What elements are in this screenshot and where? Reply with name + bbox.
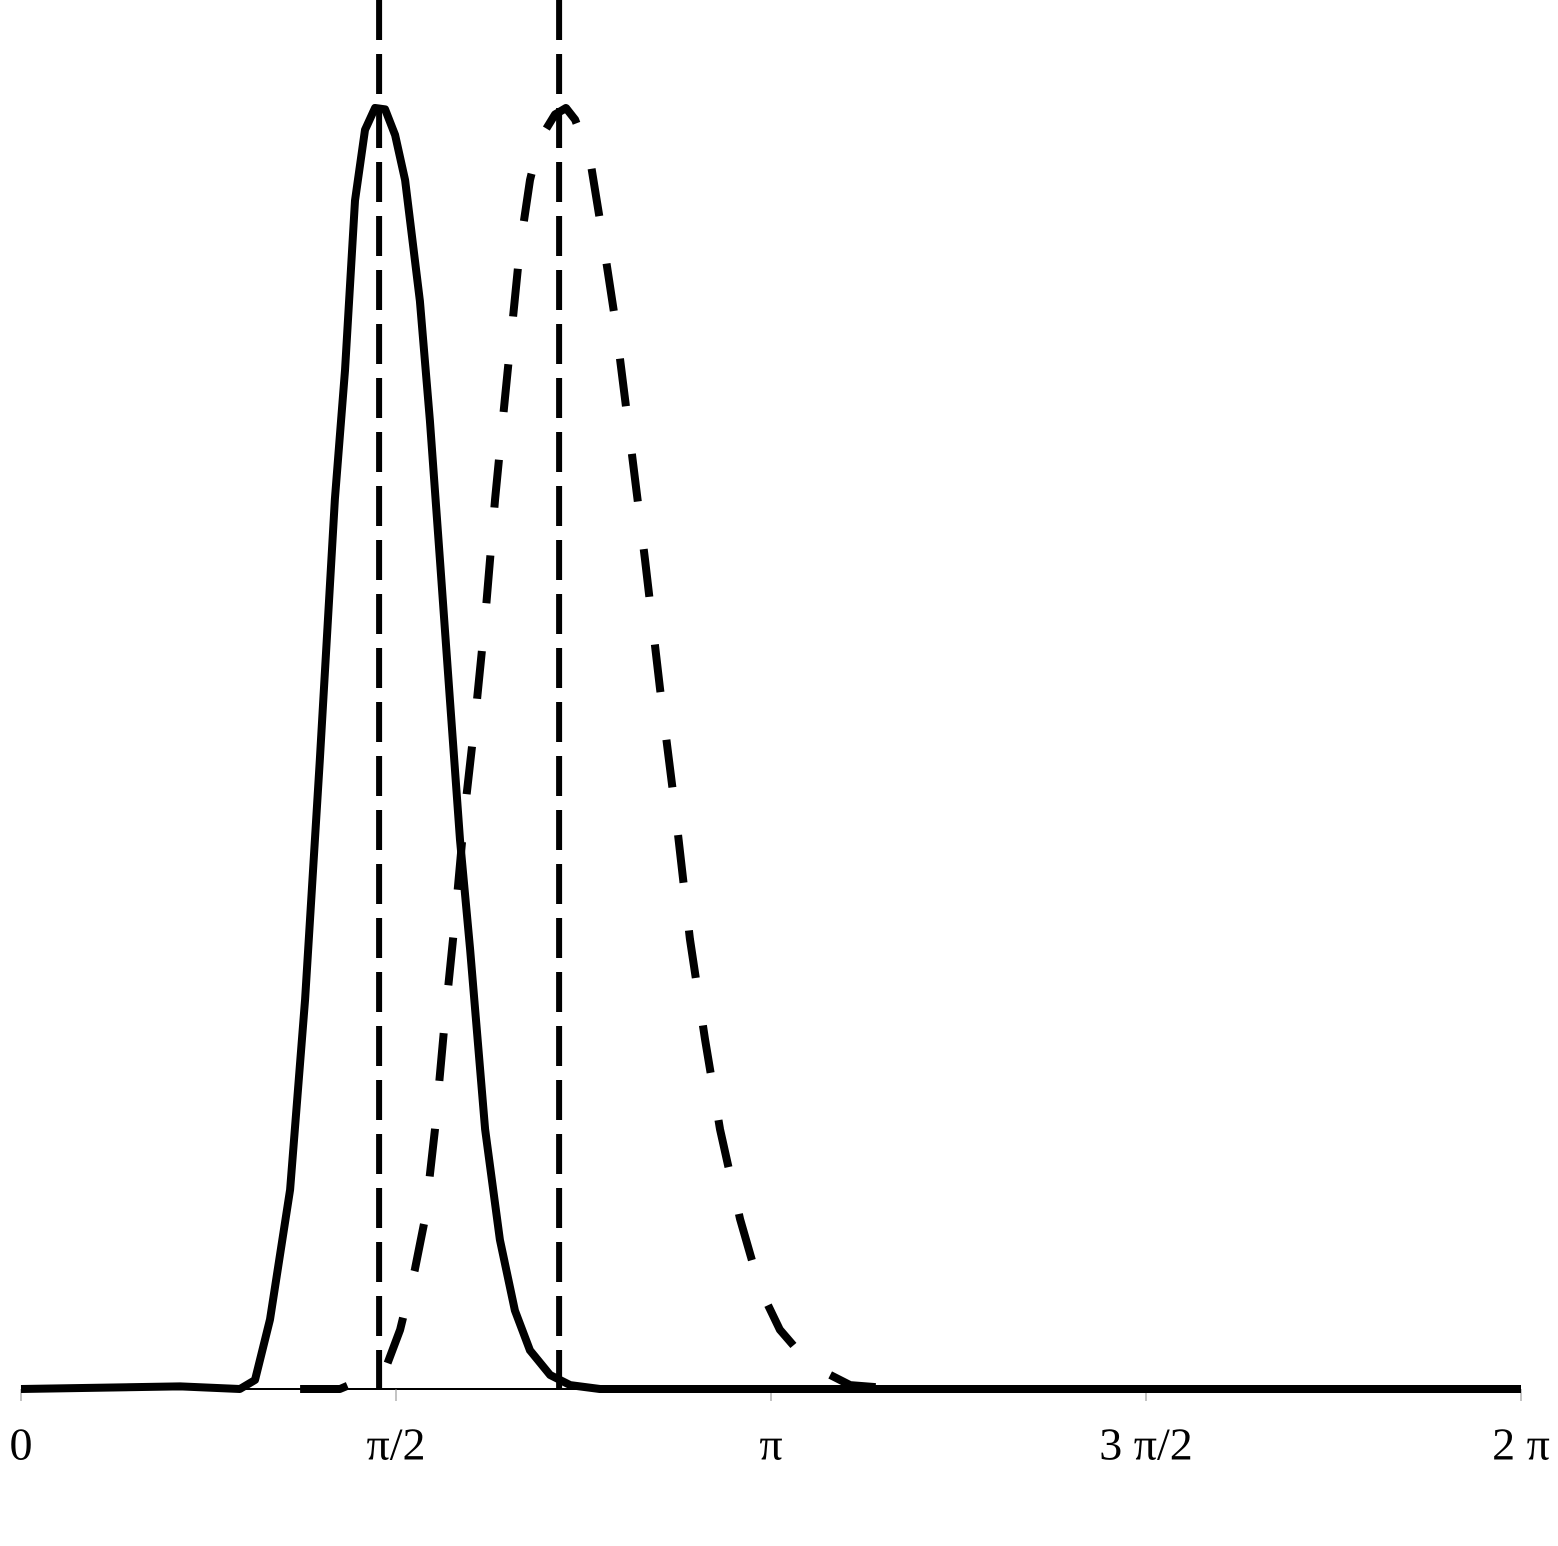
x-tick-label: 2 π [1492,1419,1550,1470]
series-line [300,104,1521,1393]
x-tick-label: π/2 [366,1419,425,1470]
x-tick-label: 3 π/2 [1099,1419,1193,1470]
x-tick-label: π [759,1419,782,1470]
series-line [20,104,1521,1393]
x-tick-label: 0 [10,1419,33,1470]
